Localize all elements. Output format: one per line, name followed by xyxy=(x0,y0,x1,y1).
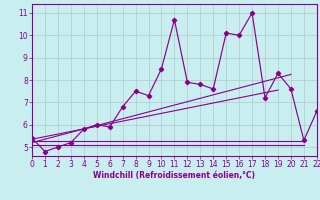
X-axis label: Windchill (Refroidissement éolien,°C): Windchill (Refroidissement éolien,°C) xyxy=(93,171,255,180)
